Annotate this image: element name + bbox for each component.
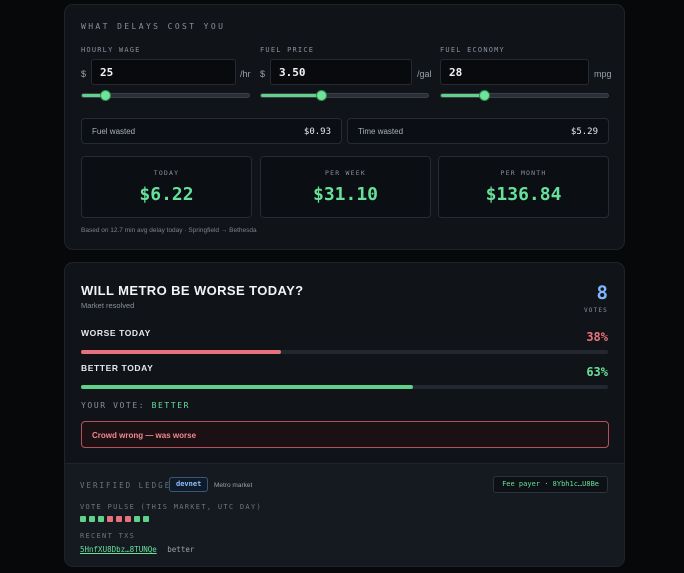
fuel-price-slider-thumb[interactable]	[316, 90, 328, 101]
better-option-bar-fill	[81, 385, 413, 389]
cost-today-label: TODAY	[153, 169, 180, 177]
wage-unit: /hr	[240, 69, 251, 79]
fee-payer-chip[interactable]: Fee payer · 8Ybh1c…U8Be	[493, 476, 608, 493]
fuel-price-input[interactable]	[270, 59, 412, 85]
network-badge: devnet	[169, 477, 209, 492]
worse-option-label: WORSE TODAY	[81, 328, 151, 338]
fuel-wasted-value: $0.93	[303, 127, 331, 137]
better-option-percent: 63%	[586, 365, 608, 379]
better-option-label: BETTER TODAY	[81, 363, 154, 373]
vote-pulse-title: VOTE PULSE (THIS MARKET, UTC DAY)	[80, 503, 262, 511]
recent-txs-title: RECENT TXS	[80, 532, 136, 540]
vote-pulse-cell	[89, 516, 95, 522]
cost-week-label: PER WEEK	[325, 169, 366, 177]
cost-week-box: PER WEEK $31.10	[260, 156, 431, 218]
fuel-economy-input[interactable]	[440, 59, 589, 85]
fuel-price-slider[interactable]	[260, 90, 429, 101]
cost-card-title: WHAT DELAYS COST YOU	[81, 22, 226, 31]
better-option-bar	[81, 385, 608, 389]
fuel-wasted-box: Fuel wasted $0.93	[81, 118, 342, 144]
result-alert: Crowd wrong — was worse	[81, 421, 609, 448]
vote-pulse-cell	[143, 516, 149, 522]
time-wasted-box: Time wasted $5.29	[347, 118, 609, 144]
cost-today-box: TODAY $6.22	[81, 156, 252, 218]
cost-today-value: $6.22	[139, 184, 194, 205]
fuel-price-label: FUEL PRICE	[260, 46, 315, 54]
hourly-wage-slider-fill	[82, 94, 106, 97]
market-status: Market resolved	[81, 301, 135, 310]
fuel-wasted-label: Fuel wasted	[92, 127, 136, 136]
verified-ledger: VERIFIED LEDGER devnet Metro market Fee …	[65, 463, 624, 566]
hourly-wage-label: HOURLY WAGE	[81, 46, 141, 54]
worse-option-percent: 38%	[586, 330, 608, 344]
fuel-price-prefix: $	[260, 69, 266, 79]
tx-hash-link[interactable]: 5HnfXU8Dbz…8TUNQe	[80, 545, 157, 554]
fuel-economy-unit: mpg	[594, 69, 612, 79]
vote-pulse-cell	[107, 516, 113, 522]
tx-row: 5HnfXU8Dbz…8TUNQe better	[80, 545, 194, 554]
vote-pulse-cell	[80, 516, 86, 522]
votes-count: 8	[596, 282, 608, 304]
vote-pulse-cell	[134, 516, 140, 522]
fuel-economy-slider-thumb[interactable]	[479, 90, 491, 101]
your-vote: YOUR VOTE: BETTER	[81, 401, 190, 410]
your-vote-value: BETTER	[151, 401, 191, 410]
fuel-economy-slider[interactable]	[440, 90, 609, 101]
wage-prefix: $	[81, 69, 87, 79]
market-question: WILL METRO BE WORSE TODAY?	[81, 283, 304, 298]
worse-option-bar	[81, 350, 608, 354]
result-alert-text: Crowd wrong — was worse	[92, 431, 197, 440]
hourly-wage-input[interactable]	[91, 59, 236, 85]
market-label: Metro market	[214, 482, 253, 489]
your-vote-label: YOUR VOTE:	[81, 401, 146, 410]
hourly-wage-slider[interactable]	[81, 90, 250, 101]
cost-week-value: $31.10	[312, 184, 379, 205]
cost-month-box: PER MONTH $136.84	[438, 156, 609, 218]
vote-pulse-cell	[125, 516, 131, 522]
fuel-economy-slider-fill	[441, 94, 485, 97]
time-wasted-label: Time wasted	[358, 127, 404, 136]
cost-month-label: PER MONTH	[500, 169, 547, 177]
tx-vote: better	[167, 545, 195, 554]
delay-cost-card: WHAT DELAYS COST YOU HOURLY WAGE $ /hr F…	[64, 4, 625, 250]
ledger-title: VERIFIED LEDGER	[80, 481, 178, 490]
delay-basis-note: Based on 12.7 min avg delay today · Spri…	[81, 227, 257, 234]
fuel-price-slider-fill	[261, 94, 322, 97]
vote-pulse-cell	[116, 516, 122, 522]
fuel-price-unit: /gal	[417, 69, 432, 79]
time-wasted-value: $5.29	[570, 127, 598, 137]
cost-month-value: $136.84	[485, 184, 562, 205]
vote-pulse	[80, 516, 149, 522]
votes-label: VOTES	[583, 307, 608, 314]
hourly-wage-slider-thumb[interactable]	[100, 90, 112, 101]
metro-market-card: WILL METRO BE WORSE TODAY? Market resolv…	[64, 262, 625, 567]
vote-pulse-cell	[98, 516, 104, 522]
worse-option-bar-fill	[81, 350, 282, 354]
fuel-economy-label: FUEL ECONOMY	[440, 46, 505, 54]
